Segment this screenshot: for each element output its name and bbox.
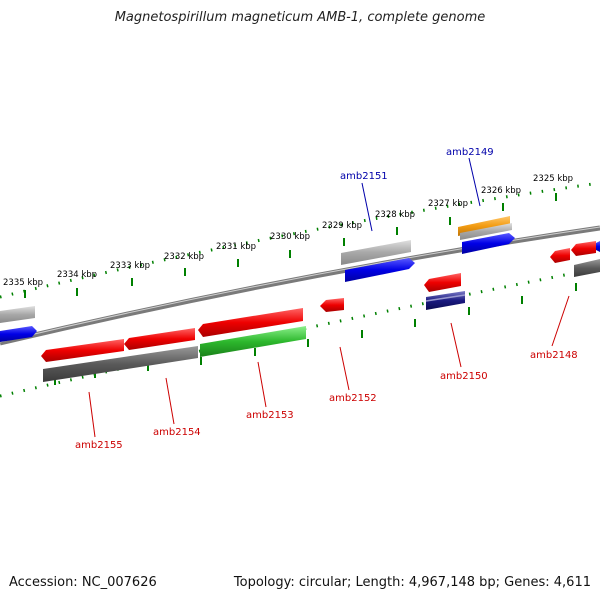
gene-labels: amb2155 amb2154 amb2153 amb2152 amb2151 … [75,147,578,451]
gene-features [0,216,600,382]
reverse-cds-amb2148 [550,248,570,263]
gene-label-amb2148: amb2148 [530,350,578,361]
gray-feature-amb2151 [341,240,411,265]
genome-backbone [0,225,600,346]
forward-cds-amb2151 [345,258,415,282]
scale-label: 2330 kbp [270,232,310,242]
scale-labels: 2335 kbp 2334 kbp 2333 kbp 2332 kbp 2331… [3,174,573,288]
reverse-cds-amb2155 [41,339,124,362]
scale-label: 2329 kbp [322,221,362,231]
forward-cds-amb2149 [462,233,515,254]
gray-feature [0,306,35,323]
scale-label: 2331 kbp [216,242,256,252]
gene-label-amb2151: amb2151 [340,171,388,182]
gene-label-amb2149: amb2149 [446,147,494,158]
accession-label: Accession: NC_007626 [9,575,157,590]
green-feature-amb2153 [200,326,306,357]
gene-label-amb2152: amb2152 [329,393,377,404]
scale-label: 2325 kbp [533,174,573,184]
scale-label: 2335 kbp [3,278,43,288]
genome-stats-label: Topology: circular; Length: 4,967,148 bp… [233,575,591,590]
map-title: Magnetospirillum magneticum AMB-1, compl… [114,10,486,25]
reverse-cds-right [571,241,596,256]
gene-label-amb2150: amb2150 [440,371,488,382]
reverse-cds-amb2150 [424,273,461,292]
callout-lines [88,157,570,438]
forward-cds-right [596,241,600,252]
outer-major-ticks [24,193,557,298]
gene-label-amb2154: amb2154 [153,427,201,438]
scale-label: 2333 kbp [110,261,150,271]
scale-label: 2327 kbp [428,199,468,209]
inner-major-ticks [54,283,577,385]
scale-label: 2326 kbp [481,186,521,196]
scale-label: 2334 kbp [57,270,97,280]
dark-feature-amb2155 [43,346,198,382]
forward-cds [0,326,37,342]
dark-feature-right [574,259,600,277]
scale-label: 2332 kbp [164,252,204,262]
gene-label-amb2155: amb2155 [75,440,123,451]
reverse-cds-amb2154 [124,328,195,350]
scale-label: 2328 kbp [375,210,415,220]
gray-feature-amb2149 [460,223,512,240]
reverse-cds-amb2152 [320,298,344,312]
reverse-cds-amb2153 [198,308,303,337]
gene-label-amb2153: amb2153 [246,410,294,421]
